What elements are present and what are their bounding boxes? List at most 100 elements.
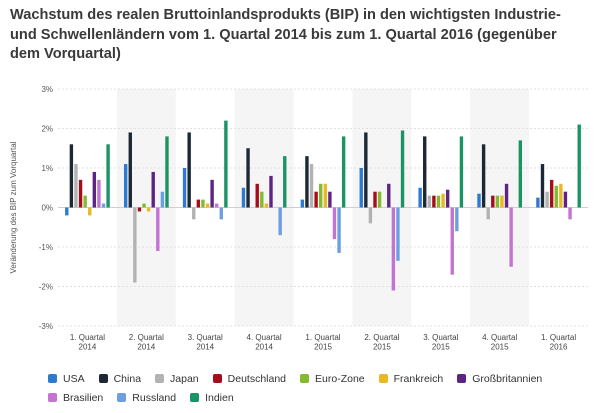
bar-indien — [518, 140, 523, 208]
legend-item[interactable]: Euro-Zone — [300, 369, 365, 388]
bar-japan — [192, 207, 196, 220]
x-tick-label: 2015 — [432, 343, 450, 352]
bar-usa — [477, 193, 481, 208]
legend-item[interactable]: USA — [48, 369, 85, 388]
bar-indien — [341, 136, 346, 208]
legend-item[interactable]: Brasilien — [48, 388, 103, 407]
legend-item[interactable]: Indien — [190, 388, 234, 407]
bar-china — [481, 144, 486, 208]
bar-gro-britannien — [387, 183, 391, 208]
x-tick-label: 2015 — [314, 343, 332, 352]
bar-china — [364, 132, 368, 208]
y-tick-label: 1% — [41, 164, 53, 173]
legend-swatch — [212, 374, 222, 383]
legend-swatch — [190, 393, 200, 402]
bar-brasilien — [509, 207, 513, 267]
bar-usa — [536, 197, 540, 208]
bar-frankreich — [264, 203, 269, 208]
bar-russland — [337, 207, 341, 253]
legend-swatch — [117, 393, 127, 402]
bar-gro-britannien — [92, 171, 97, 208]
bar-gro-britannien — [445, 189, 450, 208]
bar-indien — [165, 136, 169, 208]
y-tick-label: 3% — [41, 85, 53, 94]
chart-title: Wachstum des realen Bruttoinlandsprodukt… — [10, 7, 561, 62]
bar-usa — [123, 164, 128, 208]
bar-frankreich — [323, 183, 327, 208]
legend-item[interactable]: Frankreich — [378, 369, 443, 388]
x-tick-label: 2014 — [79, 343, 97, 352]
bar-euro-zone — [495, 195, 500, 208]
bar-euro-zone — [260, 191, 264, 208]
legend-label: Großbritannien — [472, 372, 543, 385]
bar-japan — [545, 191, 549, 208]
bar-euro-zone — [377, 191, 382, 208]
bar-euro-zone — [554, 185, 558, 208]
bar-indien — [459, 136, 464, 208]
bar-brasilien — [156, 207, 160, 251]
x-tick-label: 2. Quartal — [129, 333, 164, 342]
bar-frankreich — [205, 203, 210, 208]
bar-brasilien — [97, 179, 101, 208]
legend-item[interactable]: Japan — [155, 369, 199, 388]
x-tick-label: 2014 — [137, 343, 155, 352]
legend-swatch — [457, 374, 467, 383]
bar-china — [423, 136, 427, 208]
legend-label: Russland — [132, 391, 177, 404]
bar-gro-britannien — [563, 191, 568, 208]
bar-deutschland — [432, 195, 436, 208]
bar-russland — [101, 203, 106, 208]
bar-china — [187, 132, 191, 208]
x-tick-label: 1. Quartal — [70, 333, 105, 342]
bar-indien — [400, 130, 405, 208]
legend-swatch — [378, 374, 388, 383]
bar-gro-britannien — [328, 191, 332, 208]
x-tick-label: 2014 — [196, 343, 214, 352]
legend-label: Deutschland — [227, 372, 287, 385]
legend-label: USA — [63, 372, 85, 385]
bar-deutschland — [491, 195, 495, 208]
bar-japan — [368, 207, 373, 224]
bar-gro-britannien — [210, 179, 214, 208]
legend-row: USA China Japan Deutschland Euro-Zone Frankre… — [48, 369, 588, 407]
legend-item[interactable]: China — [98, 369, 141, 388]
bar-euro-zone — [319, 183, 323, 208]
bar-frankreich — [146, 207, 151, 212]
x-tick-label: 4. Quartal — [482, 333, 517, 342]
y-tick-label: 0% — [41, 204, 53, 213]
bar-deutschland — [78, 179, 83, 208]
legend-item[interactable]: Großbritannien — [457, 369, 542, 388]
bar-china — [69, 144, 74, 208]
legend-swatch — [98, 374, 108, 383]
bar-usa — [359, 168, 363, 208]
bar-indien — [106, 144, 110, 208]
bar-deutschland — [255, 183, 259, 208]
x-tick-label: 2014 — [255, 343, 273, 352]
y-tick-label: 2% — [41, 125, 53, 134]
y-tick-label: -2% — [39, 283, 53, 292]
legend-label: Indien — [205, 391, 234, 404]
legend-item[interactable]: Russland — [117, 388, 176, 407]
x-tick-label: 3. Quartal — [188, 333, 223, 342]
bar-japan — [486, 207, 490, 220]
bar-euro-zone — [83, 195, 87, 208]
bar-usa — [300, 199, 305, 208]
legend-swatch — [48, 393, 57, 402]
bar-china — [305, 156, 309, 208]
bar-indien — [224, 120, 228, 208]
bar-deutschland — [137, 207, 142, 212]
bar-gro-britannien — [151, 171, 155, 208]
bar-usa — [241, 187, 246, 208]
legend-item[interactable]: Deutschland — [212, 369, 287, 388]
bar-usa — [182, 168, 187, 208]
x-tick-label: 4. Quartal — [247, 333, 282, 342]
y-tick-label: -3% — [39, 322, 53, 331]
bar-indien — [283, 156, 287, 208]
bar-japan — [309, 164, 314, 208]
x-tick-label: 2015 — [491, 343, 509, 352]
bar-russland — [396, 207, 400, 261]
bar-russland — [160, 191, 165, 208]
legend-label: Brasilien — [63, 391, 104, 404]
bar-usa — [418, 187, 422, 208]
